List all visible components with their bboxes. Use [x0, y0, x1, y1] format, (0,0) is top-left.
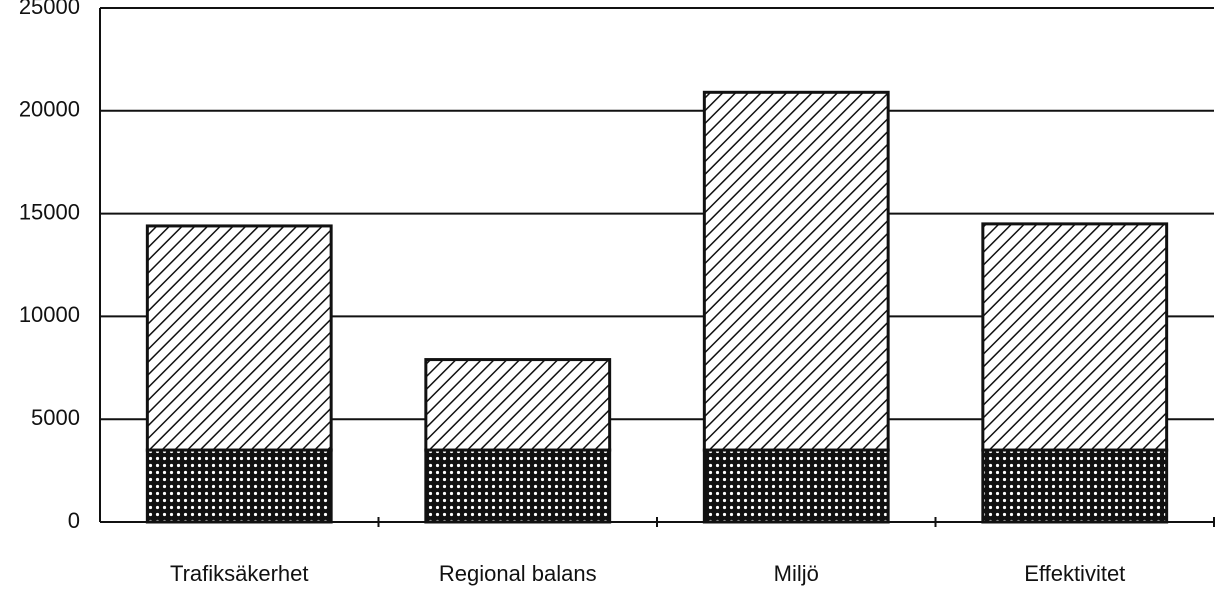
y-tick-label: 10000	[19, 302, 80, 327]
x-tick-label: Miljö	[774, 561, 819, 586]
y-tick-label: 25000	[19, 0, 80, 19]
y-tick-label: 5000	[31, 405, 80, 430]
x-tick-label: Regional balans	[439, 561, 597, 586]
y-tick-label: 0	[68, 508, 80, 533]
bar-segment	[981, 448, 1169, 524]
x-tick-label: Effektivitet	[1024, 561, 1125, 586]
bar-segment	[145, 224, 333, 452]
bar-segment	[424, 448, 612, 524]
bar-segment	[424, 358, 612, 452]
bar-segment	[702, 448, 890, 524]
bar-segment	[145, 448, 333, 524]
y-tick-label: 15000	[19, 199, 80, 224]
x-tick-label: Trafiksäkerhet	[170, 561, 309, 586]
bar-segment	[702, 90, 890, 452]
y-tick-label: 20000	[19, 97, 80, 122]
bar-segment	[981, 222, 1169, 452]
